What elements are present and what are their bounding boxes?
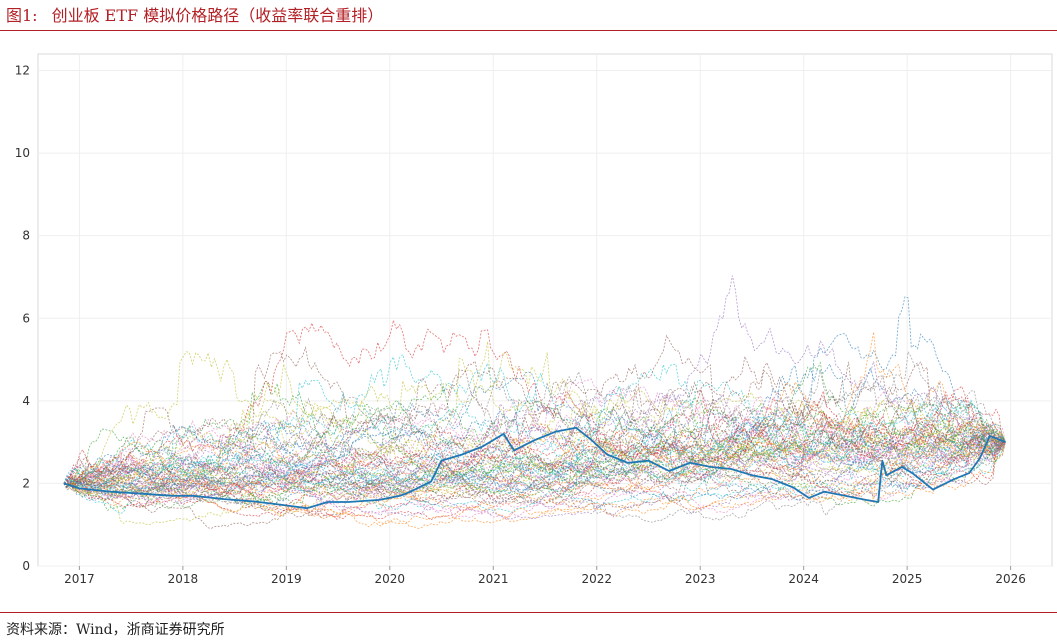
simulated-path-line (63, 353, 1006, 492)
simulated-path-line (63, 369, 1006, 493)
bottom-divider (0, 612, 1057, 613)
simulated-path-line (63, 403, 1006, 523)
simulated-path-line (63, 390, 1006, 494)
simulated-path-line (63, 434, 1006, 507)
simulated-path-line (63, 388, 1006, 486)
simulated-path-line (63, 416, 1006, 495)
x-tick-label: 2018 (168, 572, 199, 586)
x-tick-label: 2024 (788, 572, 819, 586)
y-tick-label: 8 (22, 229, 30, 243)
y-tick-label: 0 (22, 559, 30, 573)
simulated-path-line (63, 275, 1006, 501)
simulated-path-line (63, 435, 1006, 501)
x-tick-label: 2025 (892, 572, 923, 586)
y-tick-label: 12 (15, 64, 30, 78)
simulated-path-line (63, 440, 1006, 518)
simulated-path-line (63, 410, 1006, 490)
source-note: 资料来源：Wind，浙商证券研究所 (6, 622, 225, 638)
y-tick-label: 6 (22, 311, 30, 325)
top-divider (0, 30, 1057, 31)
simulated-path-line (63, 424, 1006, 506)
simulated-path-line (63, 441, 1006, 520)
simulated-path-line (63, 426, 1006, 505)
simulated-path-line (63, 441, 1006, 513)
simulated-path-line (63, 400, 1006, 494)
figure-title: 图1: 创业板 ETF 模拟价格路径（收益率联合重排） (6, 4, 383, 28)
simulated-path-line (63, 331, 1006, 529)
simulated-path-line (63, 440, 1006, 522)
simulated-path-line (63, 391, 1006, 488)
simulated-path-line (63, 441, 1006, 509)
simulated-path-line (63, 379, 1006, 492)
simulated-path-line (63, 410, 1006, 502)
simulated-path-line (63, 380, 1006, 488)
simulated-path-line (63, 428, 1006, 506)
simulated-path-line (63, 378, 1006, 487)
simulated-paths (63, 275, 1006, 529)
price-path-chart: 0 2 4 6 8 10 12 2017 2018 2019 2020 2021 2022 2023 202… (15, 53, 1053, 586)
simulated-path-line (63, 361, 1006, 486)
simulated-path-line (63, 408, 1006, 508)
simulated-path-line (63, 363, 1006, 505)
simulated-path-line (63, 385, 1006, 507)
x-tick-label: 2021 (478, 572, 509, 586)
simulated-path-line (63, 341, 1006, 484)
y-tick-label: 10 (15, 146, 30, 160)
y-tick-label: 2 (22, 476, 30, 490)
x-tick-label: 2019 (271, 572, 302, 586)
simulated-path-line (63, 435, 1006, 489)
simulated-path-line (63, 318, 1006, 484)
x-tick-label: 2022 (581, 572, 612, 586)
x-tick-label: 2020 (375, 572, 406, 586)
simulated-path-line (63, 334, 1006, 493)
simulated-path-line (63, 441, 1006, 502)
highlighted-path-line (63, 426, 1006, 510)
simulated-path-line (63, 388, 1006, 518)
simulated-path-line (63, 413, 1006, 495)
x-tick-label: 2023 (685, 572, 716, 586)
simulated-path-line (63, 402, 1006, 499)
simulated-path-line (63, 431, 1006, 526)
figure-title-text: 创业板 ETF 模拟价格路径（收益率联合重排） (51, 6, 384, 25)
x-tick-label: 2017 (64, 572, 95, 586)
plot-frame (37, 53, 1053, 567)
simulated-path-line (63, 418, 1006, 520)
x-tick-label: 2026 (995, 572, 1026, 586)
y-tick-label: 4 (22, 394, 30, 408)
simulated-path-line (63, 355, 1006, 496)
simulated-path-line (63, 395, 1006, 487)
figure-number: 图1: (6, 6, 38, 25)
simulated-path-line (63, 433, 1006, 490)
simulated-path-line (63, 436, 1006, 524)
simulated-path-line (63, 395, 1006, 509)
simulated-path-line (63, 400, 1006, 486)
